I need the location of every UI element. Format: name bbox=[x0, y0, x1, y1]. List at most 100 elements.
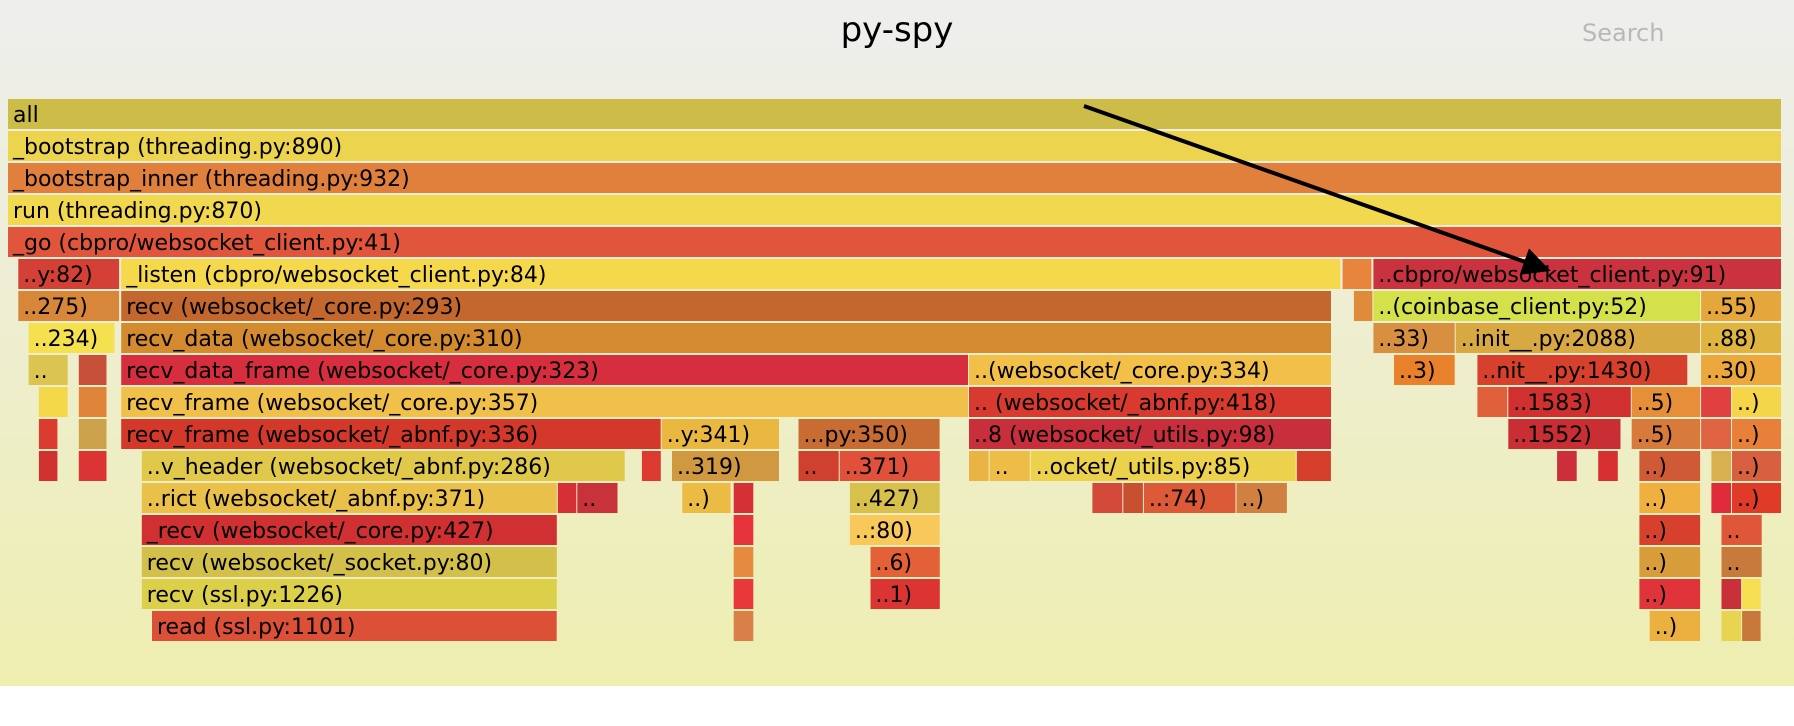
flame-frame-rect[interactable] bbox=[1721, 611, 1742, 641]
flame-frame-rect[interactable] bbox=[141, 451, 625, 481]
flame-frame-rect[interactable] bbox=[1373, 323, 1455, 353]
flame-frame[interactable]: ..:80) bbox=[849, 515, 940, 545]
flame-frame[interactable] bbox=[1123, 483, 1143, 513]
flame-frame[interactable] bbox=[1353, 291, 1373, 321]
flame-frame[interactable]: ..) bbox=[1732, 451, 1781, 481]
flame-frame[interactable]: .. bbox=[577, 483, 618, 513]
flame-frame[interactable]: ..319) bbox=[672, 451, 779, 481]
flame-frame[interactable]: .. bbox=[28, 355, 68, 385]
flame-frame[interactable] bbox=[1742, 579, 1761, 609]
flame-frame-rect[interactable] bbox=[1092, 483, 1123, 513]
flame-frame[interactable]: ..) bbox=[1639, 451, 1701, 481]
flame-frame[interactable]: recv (websocket/_socket.py:80) bbox=[141, 547, 557, 577]
flame-frame[interactable] bbox=[1296, 451, 1331, 481]
flamegraph-chart[interactable]: all _bootstrap (threading.py:890) _bootstr… bbox=[0, 0, 1794, 686]
flame-frame[interactable] bbox=[1711, 451, 1731, 481]
flame-frame-rect[interactable] bbox=[38, 419, 58, 449]
flame-frame-rect[interactable] bbox=[1742, 579, 1761, 609]
flame-frame[interactable] bbox=[1701, 387, 1731, 417]
flame-frame[interactable] bbox=[1742, 611, 1761, 641]
flame-frame[interactable]: all bbox=[8, 99, 1781, 129]
flame-frame-rect[interactable] bbox=[1373, 291, 1701, 321]
flame-frame[interactable]: ..cbpro/websocket_client.py:91) bbox=[1373, 259, 1781, 289]
flame-frame-rect[interactable] bbox=[1508, 419, 1621, 449]
flame-frame[interactable]: ..y:341) bbox=[661, 419, 779, 449]
flame-frame[interactable]: .. (websocket/_abnf.py:418) bbox=[969, 387, 1331, 417]
flame-frame-rect[interactable] bbox=[870, 547, 940, 577]
flame-frame[interactable] bbox=[78, 451, 107, 481]
flame-frame-rect[interactable] bbox=[1721, 579, 1742, 609]
flame-frame[interactable] bbox=[1557, 451, 1577, 481]
flame-frame-rect[interactable] bbox=[1631, 419, 1701, 449]
flame-frame-rect[interactable] bbox=[849, 483, 940, 513]
flame-frame-rect[interactable] bbox=[733, 515, 754, 545]
flame-frame[interactable] bbox=[733, 515, 754, 545]
flame-frame[interactable]: _bootstrap (threading.py:890) bbox=[8, 131, 1781, 161]
flame-frame[interactable]: ..(websocket/_core.py:334) bbox=[969, 355, 1331, 385]
flame-frame-rect[interactable] bbox=[121, 323, 1332, 353]
flame-frame-rect[interactable] bbox=[1721, 547, 1762, 577]
flame-frame[interactable] bbox=[733, 483, 754, 513]
flame-frame[interactable] bbox=[1721, 611, 1742, 641]
flame-frame[interactable]: _bootstrap_inner (threading.py:932) bbox=[8, 163, 1781, 193]
flame-frame-rect[interactable] bbox=[1701, 355, 1781, 385]
flame-frame[interactable]: ..5) bbox=[1631, 387, 1701, 417]
flame-frame-rect[interactable] bbox=[798, 419, 940, 449]
flame-frame[interactable]: ..) bbox=[1639, 547, 1701, 577]
flame-frame-rect[interactable] bbox=[969, 451, 989, 481]
flame-frame-rect[interactable] bbox=[1639, 483, 1701, 513]
flame-frame[interactable]: ..v_header (websocket/_abnf.py:286) bbox=[141, 451, 625, 481]
flame-frame-rect[interactable] bbox=[839, 451, 940, 481]
flame-frame-rect[interactable] bbox=[1394, 355, 1455, 385]
flame-frame-rect[interactable] bbox=[8, 227, 1781, 257]
flame-frame[interactable]: ..) bbox=[1639, 579, 1701, 609]
flame-frame-rect[interactable] bbox=[1631, 387, 1701, 417]
flame-frame[interactable]: ..234) bbox=[28, 323, 115, 353]
flame-frame[interactable]: recv_data (websocket/_core.py:310) bbox=[121, 323, 1332, 353]
flame-frame[interactable]: ..5) bbox=[1631, 419, 1701, 449]
flame-frame-rect[interactable] bbox=[121, 419, 661, 449]
flame-frame-rect[interactable] bbox=[1342, 259, 1372, 289]
flame-frame[interactable] bbox=[1477, 387, 1508, 417]
flame-frame[interactable]: ..ocket/_utils.py:85) bbox=[1030, 451, 1296, 481]
flame-frame-rect[interactable] bbox=[577, 483, 618, 513]
flame-frame[interactable]: recv_frame (websocket/_abnf.py:336) bbox=[121, 419, 661, 449]
flame-frame[interactable]: recv_data_frame (websocket/_core.py:323) bbox=[121, 355, 968, 385]
flame-frame-rect[interactable] bbox=[1732, 483, 1781, 513]
flame-frame-rect[interactable] bbox=[1236, 483, 1287, 513]
flame-frame-rect[interactable] bbox=[969, 387, 1331, 417]
flame-frame-rect[interactable] bbox=[1639, 547, 1701, 577]
flame-frame-rect[interactable] bbox=[1123, 483, 1143, 513]
flame-frame-rect[interactable] bbox=[121, 387, 968, 417]
flame-frame[interactable] bbox=[557, 483, 577, 513]
flame-frame-rect[interactable] bbox=[1296, 451, 1331, 481]
flame-frame[interactable]: .. bbox=[989, 451, 1030, 481]
flame-frame-rect[interactable] bbox=[1557, 451, 1577, 481]
flame-frame[interactable]: ..) bbox=[1639, 515, 1701, 545]
flame-frame-rect[interactable] bbox=[1477, 355, 1688, 385]
flame-frame[interactable]: _recv (websocket/_core.py:427) bbox=[141, 515, 557, 545]
flame-frame-rect[interactable] bbox=[672, 451, 779, 481]
flame-frame-rect[interactable] bbox=[1701, 291, 1781, 321]
flame-frame-rect[interactable] bbox=[1639, 515, 1701, 545]
flame-frame-rect[interactable] bbox=[1030, 451, 1296, 481]
flame-frame-rect[interactable] bbox=[121, 355, 968, 385]
flame-frame-rect[interactable] bbox=[1639, 579, 1701, 609]
flame-frame[interactable]: ..8 (websocket/_utils.py:98) bbox=[969, 419, 1331, 449]
flame-frame-rect[interactable] bbox=[1711, 483, 1731, 513]
flame-frame[interactable]: .. bbox=[1721, 547, 1762, 577]
flame-frame[interactable]: _go (cbpro/websocket_client.py:41) bbox=[8, 227, 1781, 257]
flame-frame[interactable]: _listen (cbpro/websocket_client.py:84) bbox=[121, 259, 1341, 289]
flame-frame[interactable]: read (ssl.py:1101) bbox=[152, 611, 557, 641]
flame-frame[interactable]: ..1583) bbox=[1508, 387, 1631, 417]
flame-frame-rect[interactable] bbox=[1477, 387, 1508, 417]
flame-frame-rect[interactable] bbox=[870, 579, 940, 609]
flame-frame-rect[interactable] bbox=[141, 483, 557, 513]
flame-frame[interactable]: ..275) bbox=[18, 291, 120, 321]
flame-frame-rect[interactable] bbox=[141, 579, 557, 609]
flame-frame[interactable] bbox=[641, 451, 661, 481]
flame-frame[interactable]: ..1552) bbox=[1508, 419, 1621, 449]
flame-frame[interactable]: ..371) bbox=[839, 451, 940, 481]
flame-frame[interactable] bbox=[78, 419, 107, 449]
flame-frame[interactable]: ...py:350) bbox=[798, 419, 940, 449]
